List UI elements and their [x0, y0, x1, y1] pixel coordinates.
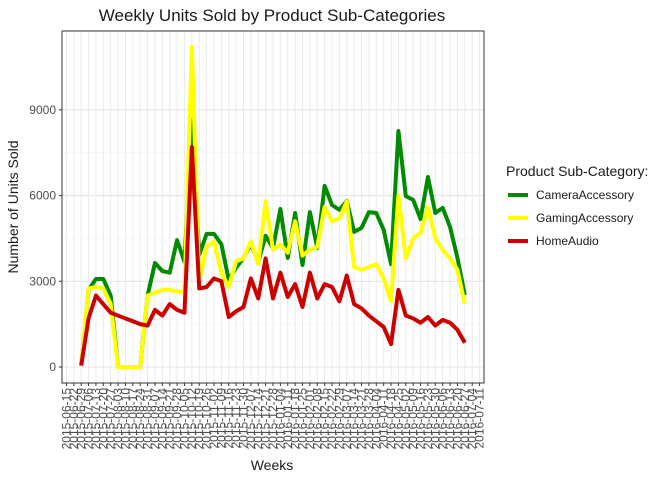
x-tick-label: 2015-12-21 — [259, 388, 273, 450]
x-tick-label: 2015-09-07 — [148, 388, 162, 450]
x-tick-label: 2016-06-13 — [443, 388, 457, 450]
x-tick-label: 2016-05-16 — [414, 388, 428, 450]
x-tick-label: 2016-04-18 — [384, 388, 398, 450]
x-tick-label: 2015-06-15 — [59, 388, 73, 450]
x-tick-label: 2015-09-28 — [170, 388, 184, 450]
x-tick-label: 2016-01-11 — [281, 388, 295, 449]
x-tick-label: 2015-11-09 — [214, 388, 228, 449]
x-tick-label: 2016-03-28 — [362, 388, 376, 450]
x-tick-label: 2016-01-18 — [288, 388, 302, 450]
x-tick-label: 2016-04-04 — [369, 388, 383, 450]
x-tick-label: 2016-02-22 — [325, 388, 339, 450]
x-tick-label: 2015-11-23 — [229, 388, 243, 449]
x-tick-label: 2015-08-03 — [111, 388, 125, 450]
series-line — [79, 45, 467, 369]
x-tick-label: 2015-12-14 — [251, 388, 265, 450]
x-tick-label: 2015-11-16 — [222, 388, 236, 449]
x-tick-label: 2015-08-17 — [126, 388, 140, 450]
x-tick-label: 2015-09-14 — [155, 388, 169, 450]
x-tick-label: 2015-11-30 — [236, 388, 250, 449]
legend-label: CameraAccessory — [536, 188, 634, 202]
x-tick-label: 2016-06-06 — [436, 388, 450, 450]
x-tick-label: 2016-04-25 — [391, 388, 405, 450]
y-tick-label: 6000 — [29, 189, 56, 203]
x-tick-label: 2015-08-24 — [133, 388, 147, 450]
y-tick-label: 9000 — [29, 103, 56, 117]
x-tick-label: 2015-07-27 — [104, 388, 118, 450]
x-tick-label: 2016-03-07 — [340, 388, 354, 450]
legend-label: GamingAccessory — [536, 211, 633, 225]
x-tick-label: 2016-02-08 — [310, 388, 324, 450]
x-tick-label: 2015-07-06 — [82, 388, 96, 450]
x-tick-label: 2015-12-07 — [244, 388, 258, 450]
x-tick-label: 2015-10-26 — [200, 388, 214, 450]
x-tick-label: 2016-07-04 — [465, 388, 479, 450]
x-tick-label: 2016-03-14 — [347, 388, 361, 450]
x-tick-label: 2016-04-11 — [377, 388, 391, 449]
legend-label: HomeAudio — [536, 234, 599, 248]
x-tick-label: 2016-05-02 — [399, 388, 413, 450]
x-tick-label: 2015-07-13 — [89, 388, 103, 450]
legend-title: Product Sub-Category: — [506, 163, 648, 179]
x-tick-label: 2015-06-22 — [67, 388, 81, 450]
x-tick-label: 2015-10-05 — [177, 388, 191, 450]
x-tick-label: 2016-02-29 — [332, 388, 346, 450]
y-axis-label: Number of Units Sold — [5, 140, 21, 273]
x-tick-label: 2015-09-21 — [163, 388, 177, 450]
chart-title: Weekly Units Sold by Product Sub-Categor… — [99, 6, 445, 25]
x-axis-label: Weeks — [251, 457, 294, 473]
x-tick-label: 2015-12-28 — [266, 388, 280, 450]
y-tick-label: 0 — [49, 360, 56, 374]
x-tick-label: 2015-11-02 — [207, 388, 221, 449]
x-tick-label: 2015-06-29 — [74, 388, 88, 450]
series-line — [79, 145, 467, 366]
x-tick-label: 2016-01-25 — [296, 388, 310, 450]
x-tick-label: 2015-07-20 — [96, 388, 110, 450]
x-tick-label: 2016-01-04 — [273, 388, 287, 450]
x-tick-label: 2016-06-20 — [450, 388, 464, 450]
x-tick-label: 2016-02-01 — [303, 388, 317, 450]
plot-border — [61, 30, 485, 384]
x-tick-label: 2015-10-12 — [185, 388, 199, 450]
x-tick-label: 2015-10-19 — [192, 388, 206, 450]
x-tick-label: 2016-07-11 — [473, 388, 487, 449]
x-tick-label: 2016-05-09 — [406, 388, 420, 450]
x-tick-label: 2016-06-27 — [458, 388, 472, 450]
y-tick-label: 3000 — [29, 274, 56, 288]
x-tick-label: 2016-02-15 — [318, 388, 332, 450]
x-tick-label: 2016-05-23 — [421, 388, 435, 450]
x-tick-label: 2015-08-31 — [141, 388, 155, 450]
x-tick-label: 2016-03-21 — [355, 388, 369, 450]
x-tick-label: 2015-08-10 — [118, 388, 132, 450]
x-tick-label: 2016-05-30 — [428, 388, 442, 450]
